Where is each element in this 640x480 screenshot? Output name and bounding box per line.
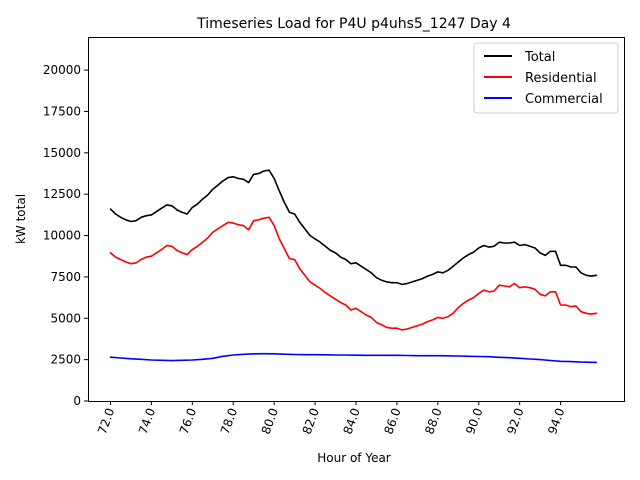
legend-label-total: Total bbox=[524, 50, 555, 65]
legend-label-residential: Residential bbox=[525, 71, 597, 86]
y-tick-label: 20000 bbox=[43, 63, 81, 77]
y-tick-label: 17500 bbox=[43, 104, 81, 118]
y-tick-label: 12500 bbox=[43, 187, 81, 201]
series-line-total bbox=[109, 169, 598, 286]
y-axis-label: kW total bbox=[14, 194, 28, 244]
chart-title: Timeseries Load for P4U p4uhs5_1247 Day … bbox=[196, 16, 511, 32]
y-tick-label: 0 bbox=[73, 394, 81, 408]
y-tick-label: 7500 bbox=[50, 270, 81, 284]
legend: Total Residential Commercial bbox=[473, 42, 619, 114]
y-tick-label: 15000 bbox=[43, 146, 81, 160]
y-tick-label: 2500 bbox=[50, 353, 81, 367]
y-tick-label: 10000 bbox=[43, 229, 81, 243]
legend-box bbox=[473, 42, 619, 114]
y-tick-label: 5000 bbox=[50, 311, 81, 325]
x-axis-label: Hour of Year bbox=[317, 451, 391, 465]
series-line-residential bbox=[109, 216, 598, 331]
series-line-commercial bbox=[109, 352, 598, 364]
legend-label-commercial: Commercial bbox=[525, 92, 603, 107]
plot-area bbox=[109, 169, 598, 364]
